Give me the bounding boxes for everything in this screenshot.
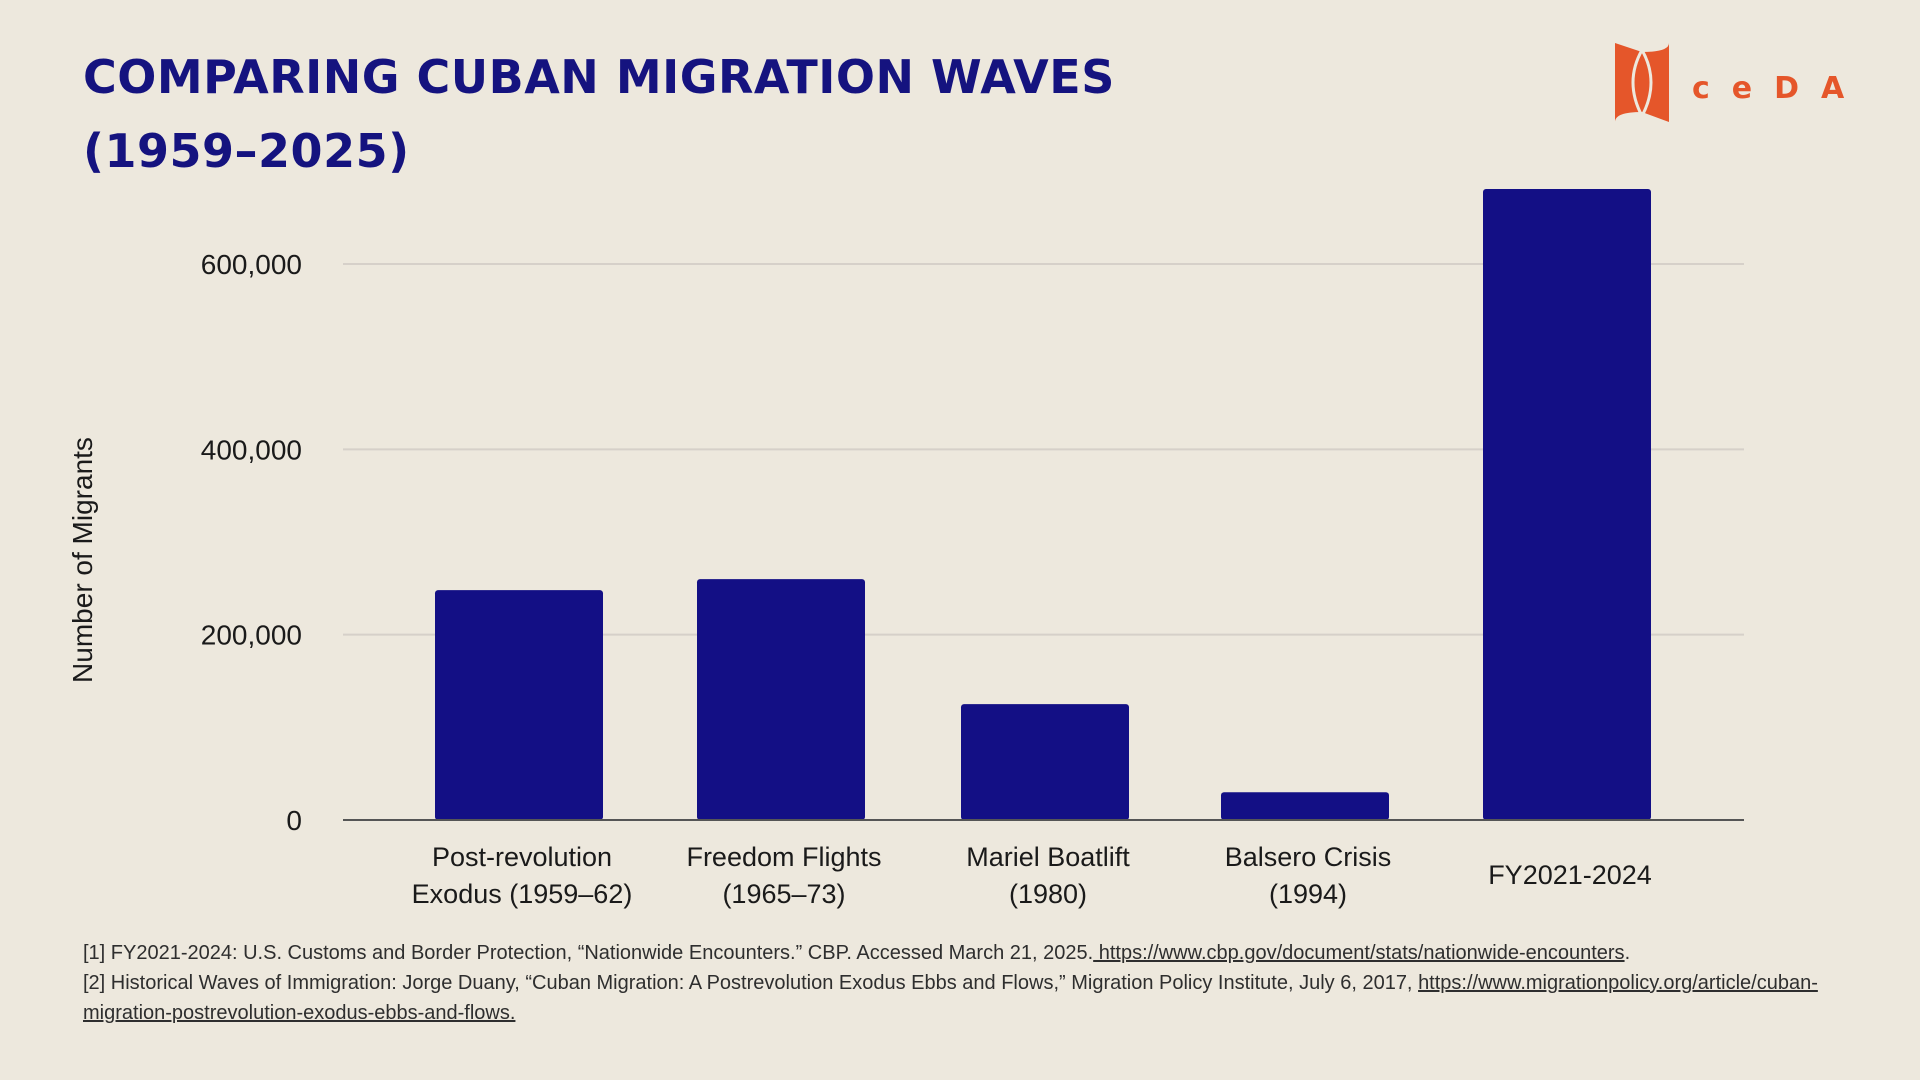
bar-chart: 0 200,000 400,000 600,000 Number of Migrants…: [67, 188, 1744, 909]
bar: [435, 590, 603, 820]
x-tick-label: Post-revolution: [432, 842, 612, 872]
y-tick-label: 600,000: [201, 249, 302, 280]
bar: [1221, 792, 1389, 820]
bar: [961, 704, 1129, 820]
chart-title-line2: (1959–2025): [83, 124, 410, 178]
x-tick-label: (1994): [1269, 879, 1347, 909]
footnote-1: [1] FY2021-2024: U.S. Customs and Border…: [83, 942, 1631, 964]
svg-text:ceDA: ceDA: [1692, 71, 1866, 106]
footnote-2: [2] Historical Waves of Immigration: Jor…: [83, 972, 1818, 1024]
chart-title: COMPARING CUBAN MIGRATION WAVES (1959–20…: [83, 40, 1115, 188]
y-tick-label: 400,000: [201, 434, 302, 465]
bar: [697, 579, 865, 820]
x-tick-label: (1980): [1009, 879, 1087, 909]
bar: [1483, 188, 1651, 820]
footnotes: [1] FY2021-2024: U.S. Customs and Border…: [83, 938, 1833, 1028]
footnote-2-link[interactable]: https://www.migrationpolicy.org/article/…: [83, 972, 1818, 1024]
x-tick-label: FY2021-2024: [1488, 860, 1652, 890]
logo-mark-icon: [1615, 43, 1669, 122]
chart-title-line1: COMPARING CUBAN MIGRATION WAVES: [83, 50, 1115, 104]
x-tick-label: Freedom Flights: [686, 842, 881, 872]
x-tick-label: (1965–73): [722, 879, 845, 909]
footnote-1-link[interactable]: https://www.cbp.gov/document/stats/natio…: [1093, 942, 1625, 964]
x-tick-label: Balsero Crisis: [1225, 842, 1392, 872]
ceda-logo: ceDA: [1615, 43, 1866, 122]
x-tick-label: Exodus (1959–62): [412, 879, 633, 909]
y-axis-label: Number of Migrants: [67, 437, 98, 683]
x-tick-label: Mariel Boatlift: [966, 842, 1130, 872]
y-tick-label: 0: [286, 805, 302, 836]
y-tick-label: 200,000: [201, 620, 302, 651]
